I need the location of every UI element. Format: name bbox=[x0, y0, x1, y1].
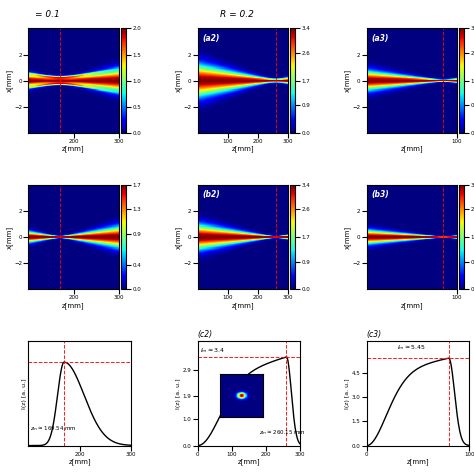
Text: $z_m$$\approx$260.15 mm: $z_m$$\approx$260.15 mm bbox=[259, 428, 306, 437]
Text: (a3): (a3) bbox=[371, 34, 389, 43]
Y-axis label: I(z) [a. u.]: I(z) [a. u.] bbox=[22, 378, 27, 409]
Text: (c2): (c2) bbox=[198, 330, 213, 339]
Y-axis label: x[mm]: x[mm] bbox=[175, 226, 182, 248]
Text: $z_m$$\approx$169.54 mm: $z_m$$\approx$169.54 mm bbox=[30, 424, 77, 433]
Text: $I_m$$\approx$5.45: $I_m$$\approx$5.45 bbox=[398, 343, 427, 352]
X-axis label: z[mm]: z[mm] bbox=[231, 302, 254, 309]
X-axis label: z[mm]: z[mm] bbox=[237, 458, 260, 465]
Text: = 0.1: = 0.1 bbox=[35, 9, 60, 18]
Y-axis label: x[mm]: x[mm] bbox=[175, 69, 182, 92]
Y-axis label: I(z) [a. u.]: I(z) [a. u.] bbox=[346, 378, 350, 409]
X-axis label: z[mm]: z[mm] bbox=[62, 146, 85, 152]
Y-axis label: x[mm]: x[mm] bbox=[344, 226, 351, 248]
X-axis label: z[mm]: z[mm] bbox=[62, 302, 85, 309]
Y-axis label: I(z) [a. u.]: I(z) [a. u.] bbox=[176, 378, 181, 409]
X-axis label: z[mm]: z[mm] bbox=[401, 146, 423, 152]
Text: $I_m$$\approx$3.4: $I_m$$\approx$3.4 bbox=[200, 346, 225, 356]
Text: (b3): (b3) bbox=[371, 190, 389, 199]
Y-axis label: x[mm]: x[mm] bbox=[6, 69, 13, 92]
Text: (b2): (b2) bbox=[202, 190, 220, 199]
X-axis label: z[mm]: z[mm] bbox=[68, 458, 91, 465]
Text: (a2): (a2) bbox=[202, 34, 219, 43]
Text: R = 0.2: R = 0.2 bbox=[220, 9, 254, 18]
X-axis label: z[mm]: z[mm] bbox=[401, 302, 423, 309]
X-axis label: z[mm]: z[mm] bbox=[231, 146, 254, 152]
X-axis label: z[mm]: z[mm] bbox=[407, 458, 429, 465]
Y-axis label: x[mm]: x[mm] bbox=[344, 69, 351, 92]
Y-axis label: x[mm]: x[mm] bbox=[6, 226, 13, 248]
Text: (c3): (c3) bbox=[367, 330, 382, 339]
